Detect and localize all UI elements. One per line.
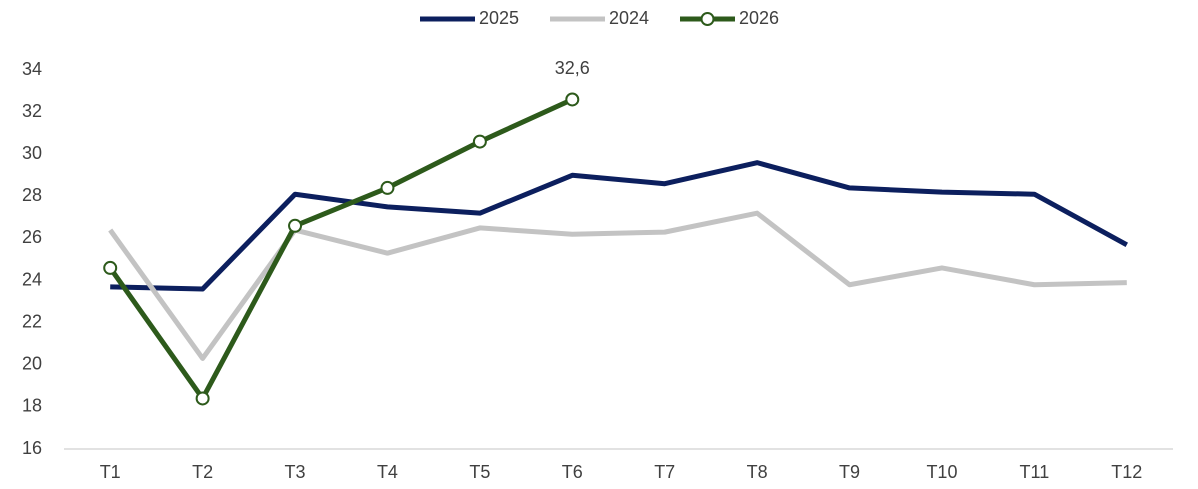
x-tick-label: T11: [1020, 462, 1050, 482]
point-marker: [195, 391, 210, 406]
x-tick-label: T3: [285, 462, 306, 482]
legend-label: 2026: [739, 8, 779, 28]
legend-label: 2024: [609, 8, 649, 28]
series-line: [108, 97, 574, 401]
legend-label: 2025: [479, 8, 519, 28]
x-tick-label: T12: [1111, 462, 1142, 482]
point-marker: [288, 218, 303, 233]
y-tick-label: 28: [22, 185, 42, 205]
point-marker: [380, 180, 395, 195]
y-tick-label: 26: [22, 227, 42, 247]
y-tick-label: 22: [22, 311, 42, 331]
x-tick-label: T1: [100, 462, 121, 482]
x-tick-label: T2: [192, 462, 213, 482]
x-tick-label: T5: [469, 462, 490, 482]
x-tick-label: T8: [747, 462, 768, 482]
x-tick-label: T9: [839, 462, 860, 482]
x-tick-label: T10: [926, 462, 957, 482]
y-tick-label: 18: [22, 396, 42, 416]
y-tick-label: 16: [22, 438, 42, 458]
x-tick-label: T4: [377, 462, 398, 482]
series-line: [110, 160, 1128, 292]
y-tick-label: 32: [22, 101, 42, 121]
x-tick-label: T6: [562, 462, 583, 482]
point-marker: [103, 260, 118, 275]
y-tick-label: 30: [22, 143, 42, 163]
data-label: 32,6: [555, 58, 590, 78]
legend-marker: [700, 12, 715, 26]
point-marker: [472, 134, 487, 149]
y-tick-label: 34: [22, 59, 42, 79]
x-tick-label: T7: [654, 462, 675, 482]
point-marker: [565, 92, 580, 107]
y-tick-label: 24: [22, 269, 42, 289]
y-tick-label: 20: [22, 354, 42, 374]
